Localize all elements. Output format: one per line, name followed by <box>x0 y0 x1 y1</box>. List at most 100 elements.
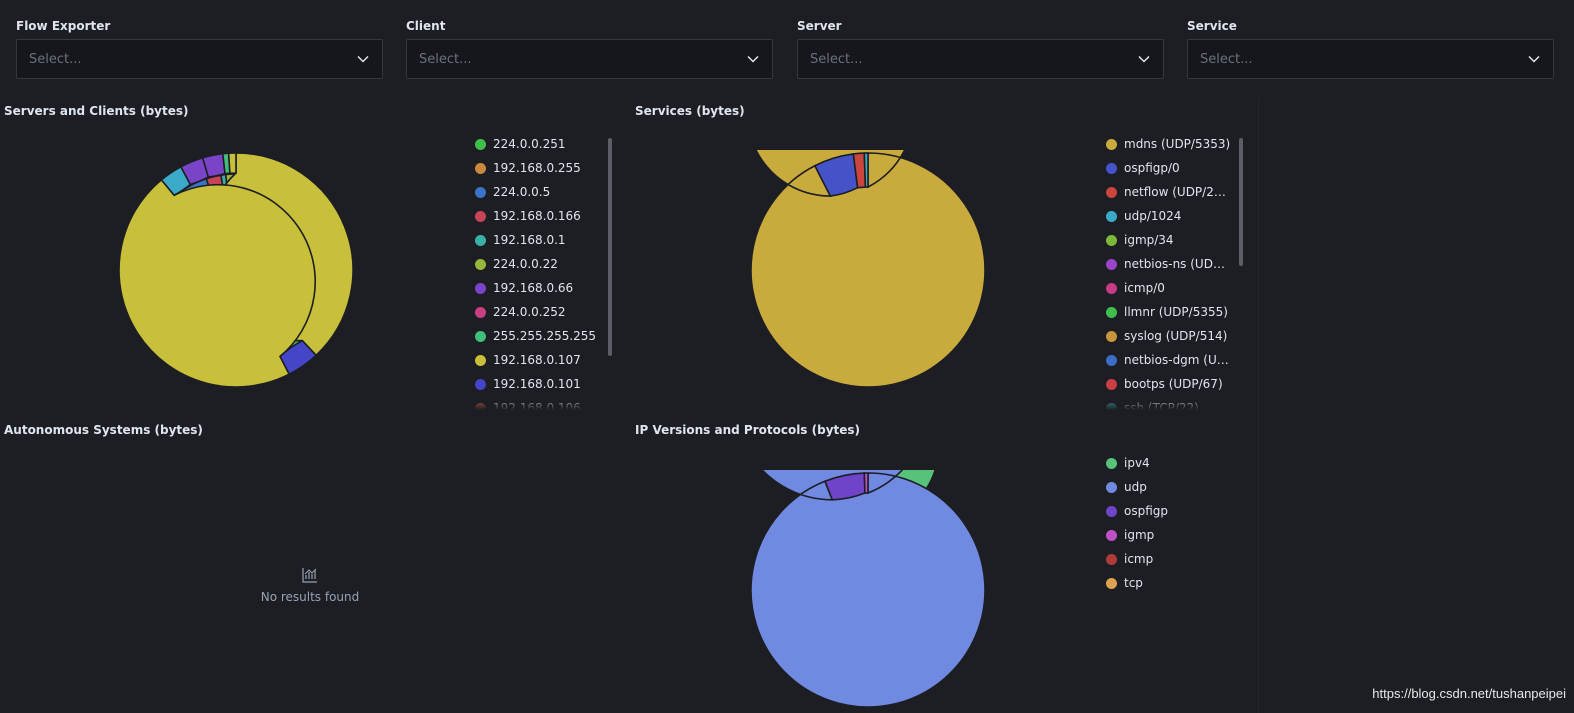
scrollbar-thumb[interactable] <box>1239 138 1243 266</box>
legend-label: 192.168.0.255 <box>493 161 581 175</box>
autonomous-systems-title: Autonomous Systems (bytes) <box>4 423 203 437</box>
filter-label: Client <box>406 19 446 33</box>
legend-item[interactable]: 192.168.0.1 <box>475 228 603 252</box>
legend-item[interactable]: llmnr (UDP/5355) <box>1106 300 1232 324</box>
legend-label: udp <box>1124 480 1147 494</box>
legend-item[interactable]: ssh (TCP/22) <box>1106 396 1232 410</box>
servers-clients-legend: 224.0.0.251 192.168.0.255 224.0.0.5 192.168… <box>475 132 603 410</box>
legend-swatch <box>1106 186 1117 198</box>
legend-item[interactable]: igmp/34 <box>1106 228 1232 252</box>
legend-swatch <box>1106 234 1117 246</box>
legend-swatch <box>475 378 486 390</box>
legend-label: syslog (UDP/514) <box>1124 329 1228 343</box>
outer-ring-slice[interactable] <box>748 470 986 708</box>
legend-swatch <box>1106 138 1117 150</box>
services-legend-scrollbar[interactable] <box>1239 138 1243 266</box>
legend-label: 224.0.0.251 <box>493 137 566 151</box>
ip-versions-legend: ipv4 udp ospfigp igmp icmp tcp <box>1106 451 1232 601</box>
select-placeholder: Select... <box>810 51 863 67</box>
legend-item[interactable]: netflow (UDP/20... <box>1106 180 1232 204</box>
legend-item[interactable]: udp <box>1106 475 1232 499</box>
chart-icon <box>302 568 317 583</box>
legend-label: netflow (UDP/20... <box>1124 185 1232 199</box>
legend-label: 224.0.0.5 <box>493 185 551 199</box>
flow-exporter-select[interactable]: Select... <box>16 39 383 79</box>
legend-item[interactable]: netbios-ns (UDP/... <box>1106 252 1232 276</box>
legend-item[interactable]: igmp <box>1106 523 1232 547</box>
legend-label: mdns (UDP/5353) <box>1124 137 1231 151</box>
legend-swatch <box>1106 210 1117 222</box>
legend-label: 192.168.0.107 <box>493 353 581 367</box>
legend-label: 192.168.0.66 <box>493 281 574 295</box>
legend-swatch <box>1106 577 1117 589</box>
legend-item[interactable]: 192.168.0.255 <box>475 156 603 180</box>
legend-swatch <box>475 258 486 270</box>
legend-swatch <box>1106 481 1117 493</box>
legend-item[interactable]: 192.168.0.101 <box>475 372 603 396</box>
legend-label: 192.168.0.166 <box>493 209 581 223</box>
legend-item[interactable]: tcp <box>1106 571 1232 595</box>
watermark: https://blog.csdn.net/tushanpeipei <box>1372 686 1566 701</box>
select-placeholder: Select... <box>419 51 472 67</box>
chevron-down-icon <box>747 55 759 63</box>
legend-swatch <box>1106 282 1117 294</box>
legend-item[interactable]: ipv4 <box>1106 451 1232 475</box>
legend-swatch <box>475 210 486 222</box>
legend-item[interactable]: netbios-dgm (UD... <box>1106 348 1232 372</box>
legend-item[interactable]: 192.168.0.107 <box>475 348 603 372</box>
legend-swatch <box>475 138 486 150</box>
legend-item[interactable]: 224.0.0.22 <box>475 252 603 276</box>
legend-label: icmp/0 <box>1124 281 1165 295</box>
filter-label: Flow Exporter <box>16 19 111 33</box>
legend-label: 192.168.0.1 <box>493 233 566 247</box>
legend-swatch <box>1106 330 1117 342</box>
ip-versions-title: IP Versions and Protocols (bytes) <box>635 423 861 437</box>
server-select[interactable]: Select... <box>797 39 1164 79</box>
legend-item[interactable]: bootps (UDP/67) <box>1106 372 1232 396</box>
servers-clients-donut[interactable] <box>116 150 356 390</box>
service-select[interactable]: Select... <box>1187 39 1554 79</box>
legend-label: 224.0.0.252 <box>493 305 566 319</box>
ip-versions-donut[interactable] <box>748 470 988 710</box>
servers-clients-legend-scrollbar[interactable] <box>608 138 612 356</box>
legend-item[interactable]: 224.0.0.5 <box>475 180 603 204</box>
legend-label: ipv4 <box>1124 456 1150 470</box>
legend-item[interactable]: 224.0.0.251 <box>475 132 603 156</box>
scrollbar-thumb[interactable] <box>608 138 612 356</box>
legend-item[interactable]: 192.168.0.66 <box>475 276 603 300</box>
servers-clients-title: Servers and Clients (bytes) <box>4 104 189 118</box>
legend-item[interactable]: ospfigp <box>1106 499 1232 523</box>
legend-label: 224.0.0.22 <box>493 257 558 271</box>
legend-swatch <box>1106 162 1117 174</box>
legend-item[interactable]: icmp/0 <box>1106 276 1232 300</box>
legend-item[interactable]: 255.255.255.255 <box>475 324 603 348</box>
outer-ring-slice[interactable] <box>227 152 237 174</box>
legend-item[interactable]: ospfigp/0 <box>1106 156 1232 180</box>
outer-ring-slice[interactable] <box>863 472 869 494</box>
legend-item[interactable]: syslog (UDP/514) <box>1106 324 1232 348</box>
legend-item[interactable]: udp/1024 <box>1106 204 1232 228</box>
client-select[interactable]: Select... <box>406 39 773 79</box>
autonomous-systems-empty-state: No results found <box>240 566 380 604</box>
legend-label: 255.255.255.255 <box>493 329 597 343</box>
filter-flow-exporter: Flow Exporter Select... <box>16 18 383 79</box>
legend-label: bootps (UDP/67) <box>1124 377 1223 391</box>
legend-swatch <box>475 306 486 318</box>
services-legend: mdns (UDP/5353) ospfigp/0 netflow (UDP/20.… <box>1106 132 1232 410</box>
legend-label: 192.168.0.101 <box>493 377 581 391</box>
legend-item[interactable]: icmp <box>1106 547 1232 571</box>
legend-item[interactable]: mdns (UDP/5353) <box>1106 132 1232 156</box>
legend-item[interactable]: 192.168.0.166 <box>475 204 603 228</box>
legend-label: ospfigp <box>1124 504 1169 518</box>
legend-label: igmp/34 <box>1124 233 1174 247</box>
legend-label: tcp <box>1124 576 1143 590</box>
legend-item[interactable]: 224.0.0.252 <box>475 300 603 324</box>
filter-label: Service <box>1187 19 1237 33</box>
pie-slice[interactable] <box>863 152 869 188</box>
legend-swatch <box>1106 529 1117 541</box>
pie-slice[interactable] <box>748 150 986 388</box>
legend-item[interactable]: 192.168.0.106 <box>475 396 603 410</box>
services-donut[interactable] <box>748 150 988 390</box>
legend-swatch <box>475 162 486 174</box>
legend-swatch <box>1106 378 1117 390</box>
